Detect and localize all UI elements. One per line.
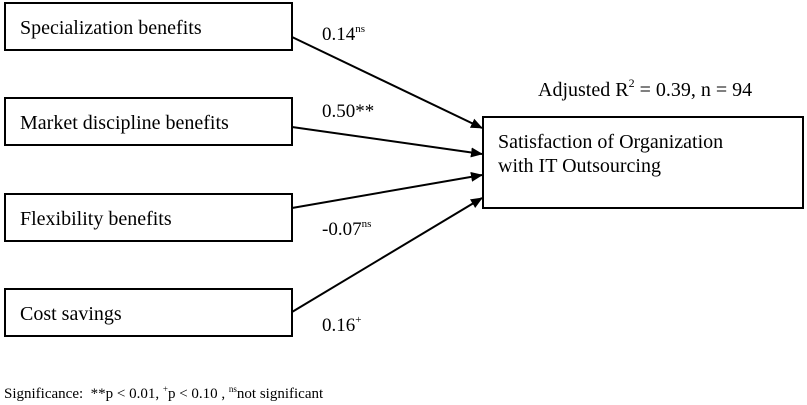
predictor-label: Cost savings xyxy=(20,303,122,325)
coefficient-specialization: 0.14ns xyxy=(322,23,366,46)
coefficient-flexibility: -0.07ns xyxy=(322,218,372,241)
arrow-cost-savings xyxy=(291,197,483,313)
arrow-specialization xyxy=(291,36,483,129)
predictor-box-flexibility: Flexibility benefits xyxy=(4,193,293,242)
coefficient-cost-savings: 0.16+ xyxy=(322,314,362,337)
significance-note: Significance: **p < 0.01, +p < 0.10 , ns… xyxy=(4,384,324,403)
predictor-label: Flexibility benefits xyxy=(20,208,172,230)
model-stats: Adjusted R2 = 0.39, n = 94 xyxy=(538,76,753,101)
outcome-box: Satisfaction of Organization with IT Out… xyxy=(482,116,804,209)
coefficient-market-discipline: 0.50** xyxy=(322,101,375,122)
arrow-flexibility xyxy=(291,171,483,209)
predictor-label: Specialization benefits xyxy=(20,17,202,39)
predictor-box-market-discipline: Market discipline benefits xyxy=(4,97,293,146)
predictor-box-cost-savings: Cost savings xyxy=(4,288,293,337)
outcome-line-1: Satisfaction of Organization xyxy=(498,131,724,153)
predictor-box-specialization: Specialization benefits xyxy=(4,2,293,51)
predictor-label: Market discipline benefits xyxy=(20,112,229,134)
arrow-market-discipline xyxy=(291,126,483,158)
outcome-line-2: with IT Outsourcing xyxy=(498,155,661,177)
